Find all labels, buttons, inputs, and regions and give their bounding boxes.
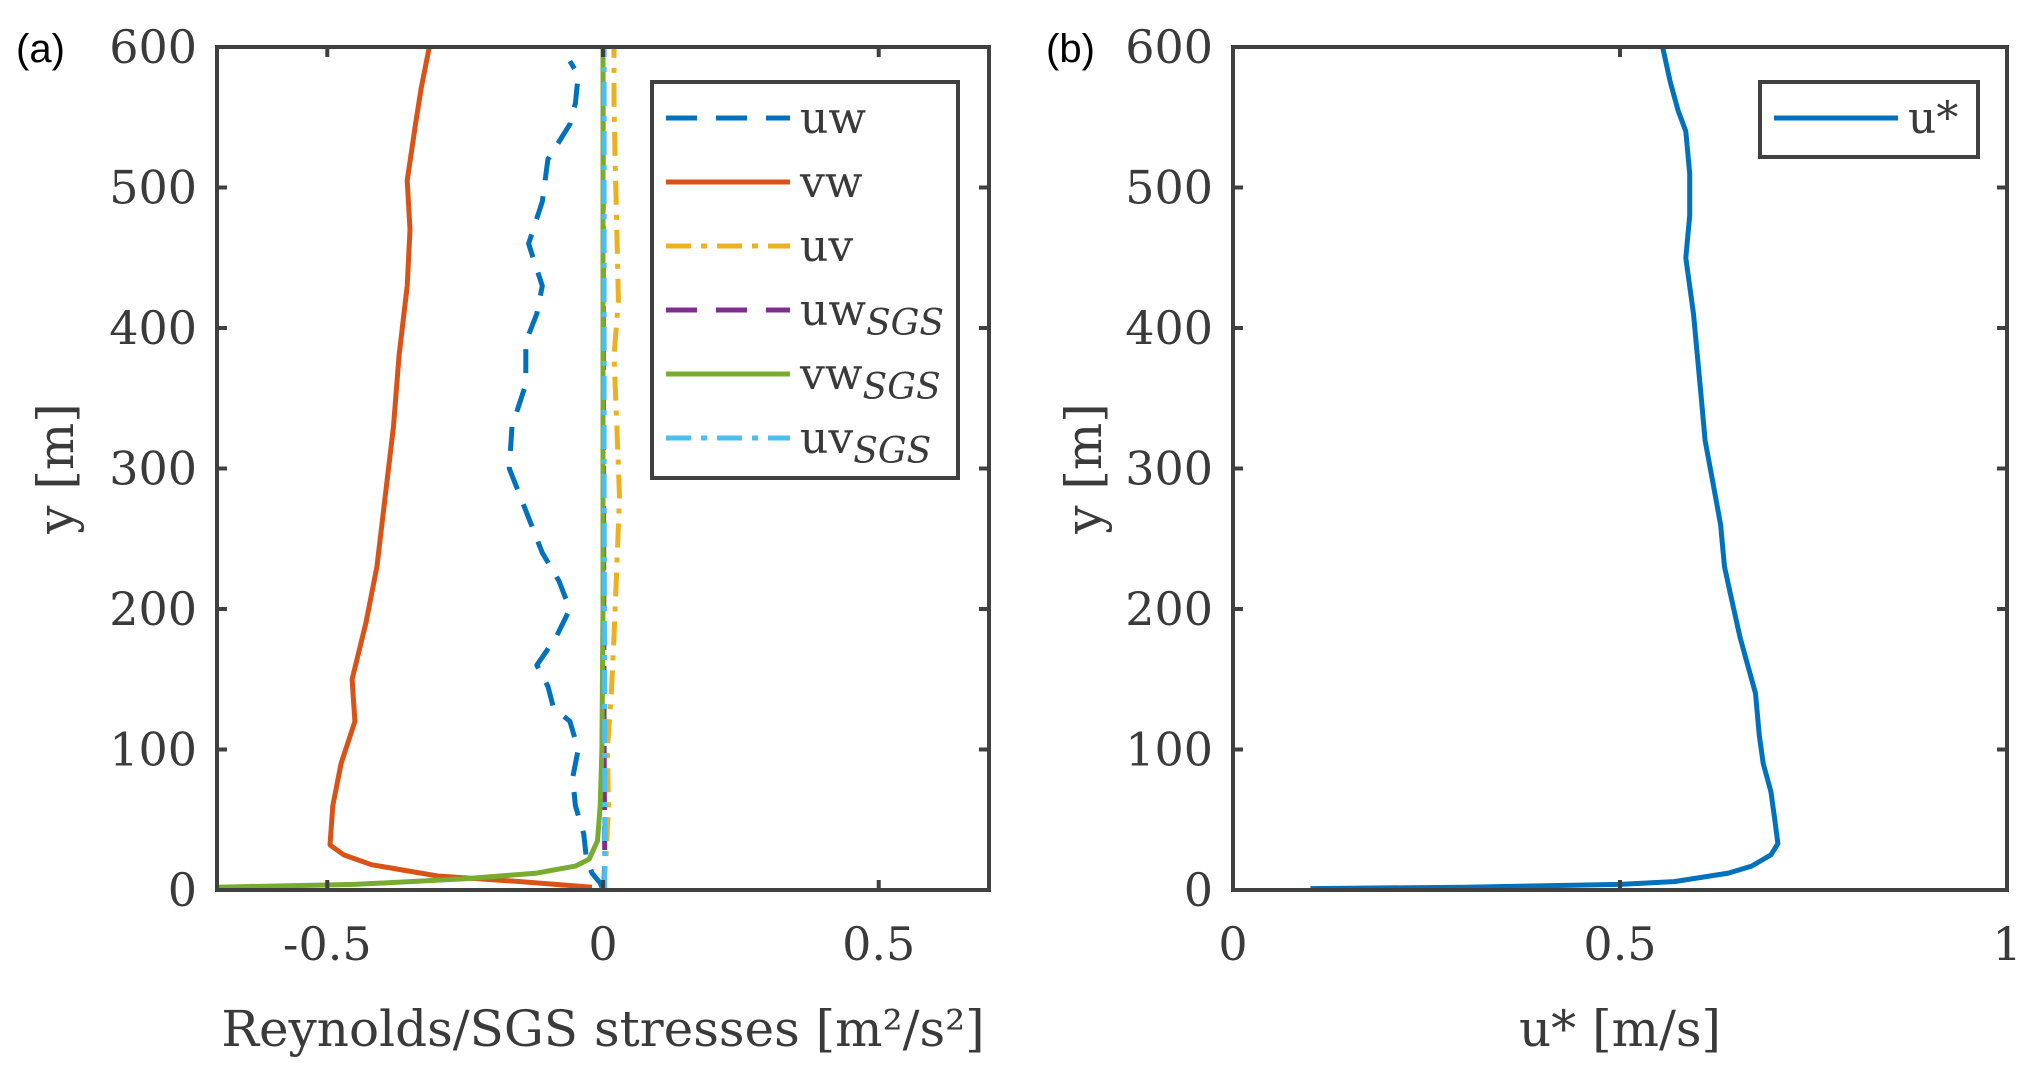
legend-label: vw	[799, 157, 863, 208]
x-tick-label: 0	[588, 917, 617, 971]
x-tick-label: 0.5	[842, 917, 915, 971]
legend-label-subscript: SGS	[863, 367, 941, 408]
y-tick-label: 400	[1125, 301, 1213, 355]
legend-label: uvSGS	[800, 413, 931, 472]
panel-b: 0 0.5 1 0 100 200 300 400 500 600 u* [m/s] y [m] (b)…	[1046, 20, 2022, 1058]
y-tick-label: 400	[109, 301, 197, 355]
legend-label: vwSGS	[799, 349, 941, 408]
legend-label-subscript: SGS	[853, 431, 931, 472]
plot-area	[217, 47, 622, 890]
axes-box	[1231, 45, 2009, 892]
y-tick-label: 300	[109, 442, 197, 496]
x-tick-label: 1	[1992, 917, 2021, 971]
y-tick-label: 100	[109, 723, 197, 777]
legend-label: u*	[1908, 93, 1958, 144]
legend-label: uv	[800, 221, 853, 272]
y-tick-label: 300	[1125, 442, 1213, 496]
x-tick-label: 0.5	[1583, 917, 1656, 971]
legend: u*	[1758, 80, 1980, 159]
legend-box	[650, 80, 960, 480]
panel-a: -0.5 0 0.5 0 100 200 300 400 500 600 Reynolds/SGS …	[16, 20, 991, 1058]
y-tick-label: 600	[1125, 20, 1213, 74]
x-tick-label: 0	[1218, 917, 1247, 971]
y-tick-label: 200	[109, 582, 197, 636]
series-line-uw	[506, 59, 606, 890]
x-tick-label: -0.5	[283, 917, 372, 971]
series-line-ustar	[1310, 47, 1781, 890]
legend-label-text: u*	[1908, 93, 1958, 144]
series-line-uv-sgs	[601, 47, 608, 890]
legend-label-text: uv	[800, 413, 853, 464]
y-tick-label: 100	[1125, 723, 1213, 777]
panel-label: (b)	[1046, 27, 1095, 71]
y-tick-label: 200	[1125, 582, 1213, 636]
y-tick-label: 500	[109, 161, 197, 215]
x-axis-label: u* [m/s]	[1519, 1000, 1721, 1058]
x-axis-label: Reynolds/SGS stresses [m²/s²]	[221, 1000, 984, 1058]
y-tick-label: 0	[1184, 863, 1213, 917]
legend-label-text: uv	[800, 221, 853, 272]
y-tick-label: 0	[168, 863, 197, 917]
y-tick-label: 500	[1125, 161, 1213, 215]
legend-label-text: uw	[800, 285, 866, 336]
series-line-vw	[327, 47, 593, 890]
legend-label: uwSGS	[800, 285, 944, 344]
legend-label-text: uw	[800, 93, 866, 144]
y-axis-label: y [m]	[27, 403, 85, 535]
y-axis-label: y [m]	[1055, 403, 1113, 535]
legend-label-text: vw	[799, 349, 863, 400]
panel-label: (a)	[16, 27, 65, 71]
y-tick-label: 600	[109, 20, 197, 74]
plot-area	[1310, 47, 1781, 890]
series-line-vw-sgs	[217, 47, 606, 890]
legend-label: uw	[800, 93, 866, 144]
legend-label-text: vw	[799, 157, 863, 208]
series-line-uv	[600, 47, 622, 890]
legend-label-subscript: SGS	[866, 303, 944, 344]
